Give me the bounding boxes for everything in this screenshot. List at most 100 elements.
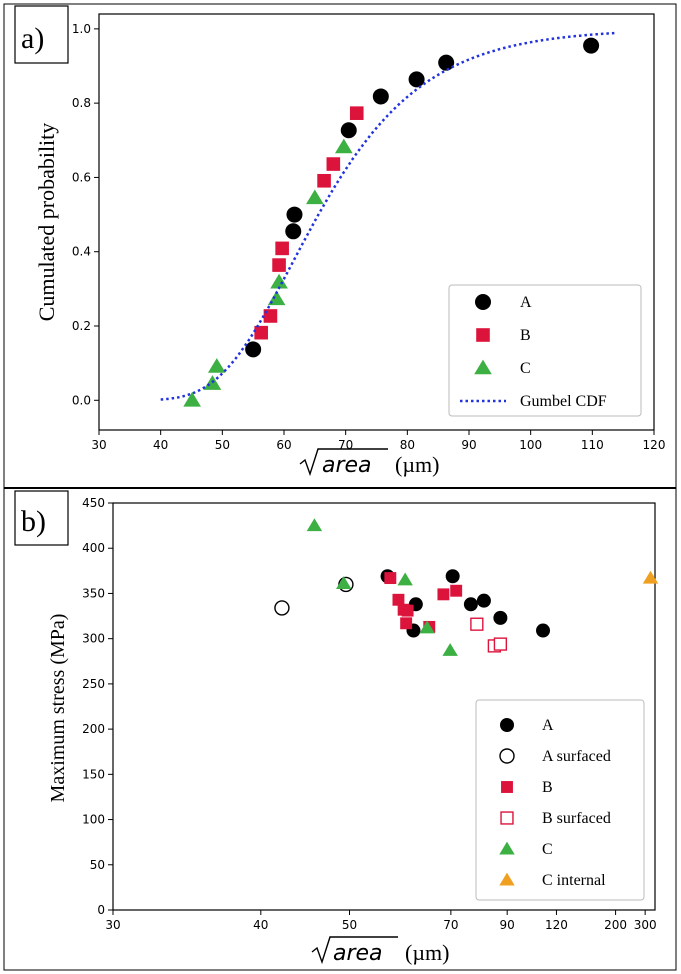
b-y-tick-label: 150 (82, 767, 105, 781)
a-x-tick-label: 80 (400, 438, 415, 452)
a-y-axis-label: Cumulated probability (34, 123, 59, 322)
b-x-tick-label: 40 (253, 918, 268, 932)
a-x-tick-label: 100 (519, 438, 542, 452)
b-point-b (450, 584, 463, 597)
b-point-c (419, 620, 435, 634)
b-y-tick-label: 450 (82, 496, 105, 510)
b-x-tick-label: 200 (604, 918, 627, 932)
a-x-ticks: 30 40 50 60 70 80 90 100 110 120 (91, 430, 665, 452)
a-point-c (334, 138, 353, 154)
b-x-tick-label: 120 (545, 918, 568, 932)
b-legend-label-b-surfaced: B surfaced (542, 810, 611, 827)
b-legend-swatch-b (501, 781, 513, 793)
a-y-tick-label: 1.0 (72, 22, 91, 36)
a-x-tick-label: 60 (276, 438, 291, 452)
b-point-c (306, 518, 323, 532)
a-point-b (317, 173, 331, 188)
b-y-tick-label: 400 (82, 541, 105, 555)
a-y-tick-label: 0.8 (72, 96, 91, 110)
b-legend-label-a-surfaced: A surfaced (542, 748, 611, 765)
a-point-b (263, 309, 278, 323)
a-point-b (254, 325, 268, 340)
a-point-a (583, 37, 600, 54)
a-point-a (408, 71, 425, 88)
b-legend-label-c-internal: C internal (542, 872, 606, 889)
a-point-a (438, 54, 455, 71)
a-legend-swatch-b (476, 328, 490, 342)
a-point-c (270, 273, 288, 289)
b-x-tick-label: 70 (443, 918, 458, 932)
b-legend-label-b: B (542, 779, 553, 796)
b-x-tick-label: 300 (634, 918, 657, 932)
b-y-tick-label: 50 (90, 858, 105, 872)
b-legend-label-c: C (542, 841, 553, 858)
a-point-b (349, 106, 364, 120)
plot-a-frame (98, 13, 655, 431)
b-x-axis-label: area (µm) (311, 936, 449, 966)
plot-b-frame (112, 502, 656, 911)
b-point-b (400, 617, 413, 630)
a-legend-label-c: C (520, 360, 531, 377)
a-y-tick-label: 0.6 (72, 170, 91, 184)
b-point-a-surfaced (274, 600, 290, 616)
b-point-a (445, 569, 460, 584)
b-legend-swatch-a-surfaced (499, 748, 515, 764)
b-legend: A A surfaced B B surfaced C C internal (475, 699, 645, 901)
b-x-tick-label: 50 (342, 918, 357, 932)
a-x-tick-label: 120 (643, 438, 666, 452)
a-x-axis-unit: (µm) (395, 452, 439, 477)
b-point-b (437, 588, 450, 601)
b-y-tick-label: 100 (82, 813, 105, 827)
a-y-tick-label: 0.2 (72, 319, 91, 333)
b-point-c (397, 572, 413, 586)
a-legend: ABC Gumbel CDF (448, 284, 642, 417)
panel-a-label: a) (21, 22, 44, 55)
b-point-c (336, 576, 352, 590)
a-point-a (340, 122, 357, 139)
a-point-b (275, 241, 289, 256)
b-legend-swatch-b-surfaced (500, 811, 514, 825)
a-x-tick-label: 110 (581, 438, 604, 452)
b-legend-frame (475, 699, 645, 901)
a-y-tick-label: 0.4 (72, 245, 91, 259)
b-marks (274, 518, 659, 656)
a-x-tick-label: 70 (338, 438, 353, 452)
b-x-axis-unit: (µm) (405, 940, 449, 965)
b-legend-swatch-c (499, 841, 515, 855)
b-y-ticks: 0 50 100 150 200 250 300 350 400 450 (82, 496, 113, 917)
a-y-ticks: 0.0 0.2 0.4 0.6 0.8 1.0 (72, 22, 99, 407)
a-point-c (207, 358, 226, 373)
a-point-c (183, 391, 201, 407)
b-point-a (463, 597, 478, 612)
a-point-b (326, 157, 341, 171)
a-marks (160, 31, 618, 407)
a-legend-frame (448, 284, 642, 417)
b-y-tick-label: 350 (82, 586, 105, 600)
a-point-a (286, 206, 303, 223)
panel-b-label: b) (21, 505, 46, 538)
b-point-c (442, 643, 458, 656)
panel-b: b) 0 50 100 150 200 250 300 350 400 450 30 40 50 70 9… (14, 490, 659, 966)
a-x-tick-label: 30 (91, 438, 106, 452)
b-legend-swatch-a (500, 718, 514, 732)
a-legend-label-a: A (520, 294, 532, 311)
b-point-a (476, 593, 491, 608)
panel-a: a) 0.0 0.2 0.4 0.6 0.8 1.0 30 40 50 60 70 80 90 100 1… (14, 5, 665, 478)
panel-a-label-box (14, 5, 69, 64)
b-y-tick-label: 0 (97, 903, 105, 917)
a-legend-swatch-c (474, 359, 492, 375)
b-y-tick-label: 200 (82, 722, 105, 736)
b-point-a (493, 610, 508, 625)
b-point-b (384, 572, 397, 585)
b-point-b-surfaced (493, 637, 508, 651)
a-x-tick-label: 50 (215, 438, 230, 452)
b-y-tick-label: 300 (82, 632, 105, 646)
a-x-axis-var: area (322, 453, 372, 478)
a-gumbel-cdf-line (160, 31, 618, 401)
a-legend-swatch-a (475, 294, 491, 310)
a-point-a (245, 341, 262, 358)
b-x-tick-label: 30 (105, 918, 120, 932)
b-legend-swatch-c-internal (499, 872, 515, 886)
a-x-tick-label: 90 (461, 438, 476, 452)
